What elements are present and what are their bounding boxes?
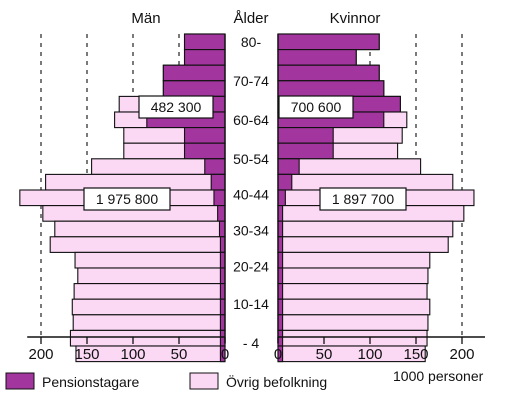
men-bar-pensioners [162, 80, 226, 97]
men-bar-total [73, 283, 226, 300]
women-bar-total [277, 236, 449, 253]
women-bar-total [277, 283, 428, 300]
annotation-box [319, 187, 407, 211]
women-bar-pensioners [277, 80, 385, 97]
age-header: Ålder [233, 10, 268, 27]
men-bar-total [54, 220, 226, 238]
women-bar-pensioners [277, 173, 293, 191]
x-tick-label: 150 [74, 346, 99, 363]
men-bar-pensioners [204, 158, 226, 175]
men-bar-pensioners [183, 49, 226, 66]
annotation-label: 700 600 [291, 99, 342, 115]
women-bar-pensioners [277, 127, 334, 144]
women-bar-pensioners [277, 142, 334, 160]
women-bar-total [277, 267, 429, 285]
men-bar-total [72, 314, 226, 331]
annotation-label: 482 300 [151, 99, 202, 115]
men-group-label: Män [131, 10, 160, 27]
women-bar-total [277, 298, 431, 316]
men-bar-total [49, 236, 226, 253]
legend-swatch-ovrig-befolkning [189, 372, 219, 390]
men-bar-pensioners [162, 64, 226, 82]
annotation-label: 1 897 700 [332, 191, 394, 207]
women-bar-pensioners [277, 189, 286, 207]
age-label: 50-54 [233, 151, 269, 167]
men-bar-pensioners [213, 189, 226, 207]
men-bar-pensioners [183, 33, 226, 51]
women-bar-pensioners [277, 345, 284, 363]
age-label: 70-74 [233, 73, 269, 89]
age-labels: 80- 70-74 60-64 50-54 40-44 30-34 20-24 10-14 - … [233, 34, 269, 351]
legend-label-pensionstagare: Pensionstagare [42, 374, 140, 390]
men-bar-pensioners [183, 127, 226, 144]
age-label: 40-44 [233, 187, 269, 203]
women-group-label: Kvinnor [330, 10, 381, 27]
age-label: 10-14 [233, 296, 269, 312]
annotations: 482 300 700 600 1 975 800 1 897 700 [83, 95, 407, 211]
x-tick-label: 150 [403, 346, 428, 363]
unit-label: 1000 personer [393, 368, 484, 384]
legend-label-ovrig-befolkning: Övrig befolkning [226, 373, 327, 390]
x-tick-label: 100 [357, 346, 382, 363]
age-label: - 4 [243, 335, 260, 351]
men-bar-total [71, 298, 226, 316]
annotation-box [138, 95, 214, 119]
women-bar-pensioners [277, 33, 380, 51]
women-bar-pensioners [277, 49, 357, 66]
x-tick-label: 200 [28, 346, 53, 363]
age-label: 30-34 [233, 223, 269, 239]
x-axis: 0 0 50 50 100 100 150 150 200 200 [27, 34, 485, 363]
age-label: 80- [241, 34, 262, 50]
men-bar-total [69, 329, 226, 347]
women-bar-pensioners [277, 158, 300, 175]
men-bar-pensioners [219, 345, 226, 363]
age-label: 60-64 [233, 112, 269, 128]
women-bar-total [277, 314, 429, 331]
x-tick-label: 0 [221, 346, 229, 363]
women-bar-total [277, 220, 454, 238]
annotation-box [83, 187, 171, 211]
women-bar-total [277, 251, 431, 269]
x-tick-label: 50 [171, 346, 188, 363]
men-bar-pensioners [183, 142, 226, 160]
x-tick-label: 100 [120, 346, 145, 363]
age-label: 20-24 [233, 258, 269, 274]
men-bar-total [77, 267, 226, 285]
annotation-label: 1 975 800 [96, 191, 158, 207]
men-bar-pensioners [210, 173, 226, 191]
annotation-box [278, 95, 354, 119]
men-bar-total [74, 251, 226, 269]
women-bar-total [277, 329, 428, 347]
men-bar-pensioners [217, 205, 226, 222]
women-bar-pensioners [277, 64, 380, 82]
x-tick-label: 200 [449, 346, 474, 363]
men-bar-pensioners [218, 220, 226, 238]
x-tick-label: 50 [316, 346, 333, 363]
legend-swatch-pensionstagare [5, 372, 35, 390]
x-tick-label: 0 [274, 346, 282, 363]
